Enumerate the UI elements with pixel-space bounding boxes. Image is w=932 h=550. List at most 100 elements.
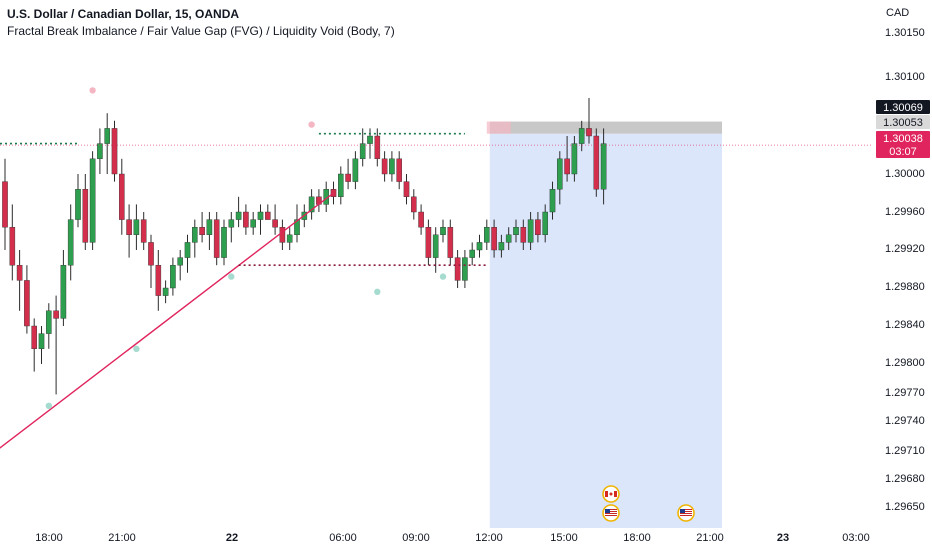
candle [513,219,519,243]
flag-canton [680,509,685,513]
y-tick-label: 1.29920 [885,243,925,255]
trendline [0,192,334,449]
candle-body [520,226,527,243]
candle [286,227,293,250]
candle [31,318,38,372]
candles-layer [2,98,607,395]
fractal-top-marker [89,87,96,94]
candle-body [484,226,490,243]
y-tick-label: 1.30100 [885,71,925,83]
candle-body [213,219,220,258]
price-badge [876,144,930,158]
candle [221,219,227,266]
target-zone [489,121,722,134]
flag-canton [605,509,610,513]
candle-body [170,265,176,289]
flag-stripe [605,515,617,516]
candle-body [600,143,607,190]
candle-body [535,219,541,236]
candle-body [2,181,8,228]
candle [213,212,220,266]
y-tick-label: 1.29840 [885,319,925,331]
candle [162,280,169,304]
x-tick-label: 15:00 [550,532,578,544]
candle [505,227,512,250]
candle [97,128,103,174]
candle [16,250,23,311]
candle [352,151,359,190]
price-badge [876,100,930,114]
fractal-bottom-marker [374,288,381,295]
candle-body [9,226,16,266]
candle-body [381,158,388,175]
candle [46,303,52,349]
candle-body [206,219,213,236]
candle-body [374,135,381,159]
candle [38,326,45,364]
candle [133,204,140,250]
candle-body [454,257,461,281]
candle [389,151,395,182]
candle-body [177,257,184,266]
y-tick-label: 1.29960 [885,206,925,218]
x-tick-label: 21:00 [108,532,136,544]
candle-body [491,226,497,251]
candle [316,189,322,212]
x-tick-label: 23 [777,532,789,544]
flag-stripe [680,511,692,512]
candle-body [279,226,286,243]
candle-body [564,158,570,175]
candle-body [498,242,505,251]
flag-stripe [605,509,617,510]
candle-body [418,211,424,228]
price-badge [876,115,930,129]
flag-stripe [680,509,692,510]
candle [53,295,59,395]
candle-body [53,310,59,319]
candle [2,158,8,250]
candle [111,120,118,182]
y-tick-label: 1.29880 [885,281,925,293]
candle-body [527,219,534,243]
flag-stripe [605,513,617,514]
candle-body [505,234,512,243]
candle-body [24,280,30,327]
candle-body [221,226,227,258]
candle-body [403,181,410,198]
candle-body [586,128,592,137]
candle [411,189,417,220]
currency-label: CAD [886,7,909,19]
candle [440,219,446,243]
candle [243,204,249,235]
fractal-bottom-marker [45,402,52,409]
candle [462,250,468,288]
candle-body [257,211,264,220]
candle [520,219,527,250]
candle-body [16,265,23,281]
candle [250,212,257,235]
candle-body [571,143,578,175]
candle-body [111,128,118,175]
candle [60,250,67,326]
candle-body [89,158,96,243]
projection-box [489,133,722,528]
candle [75,174,81,228]
candle-body [338,173,344,197]
candle-body [228,219,235,228]
candle-body [199,226,205,235]
fractal-top-marker [308,121,315,128]
candle-body [140,219,147,243]
candle [469,242,476,266]
candle-body [60,265,67,319]
candle [199,212,205,243]
candle-body [126,219,132,236]
candle [67,204,74,281]
x-tick-label: 18:00 [623,532,651,544]
candle [600,128,607,205]
candle-body [148,242,154,266]
candle [9,204,16,281]
candle [148,234,154,288]
x-tick-label: 09:00 [402,532,430,544]
candle-body [75,188,81,220]
